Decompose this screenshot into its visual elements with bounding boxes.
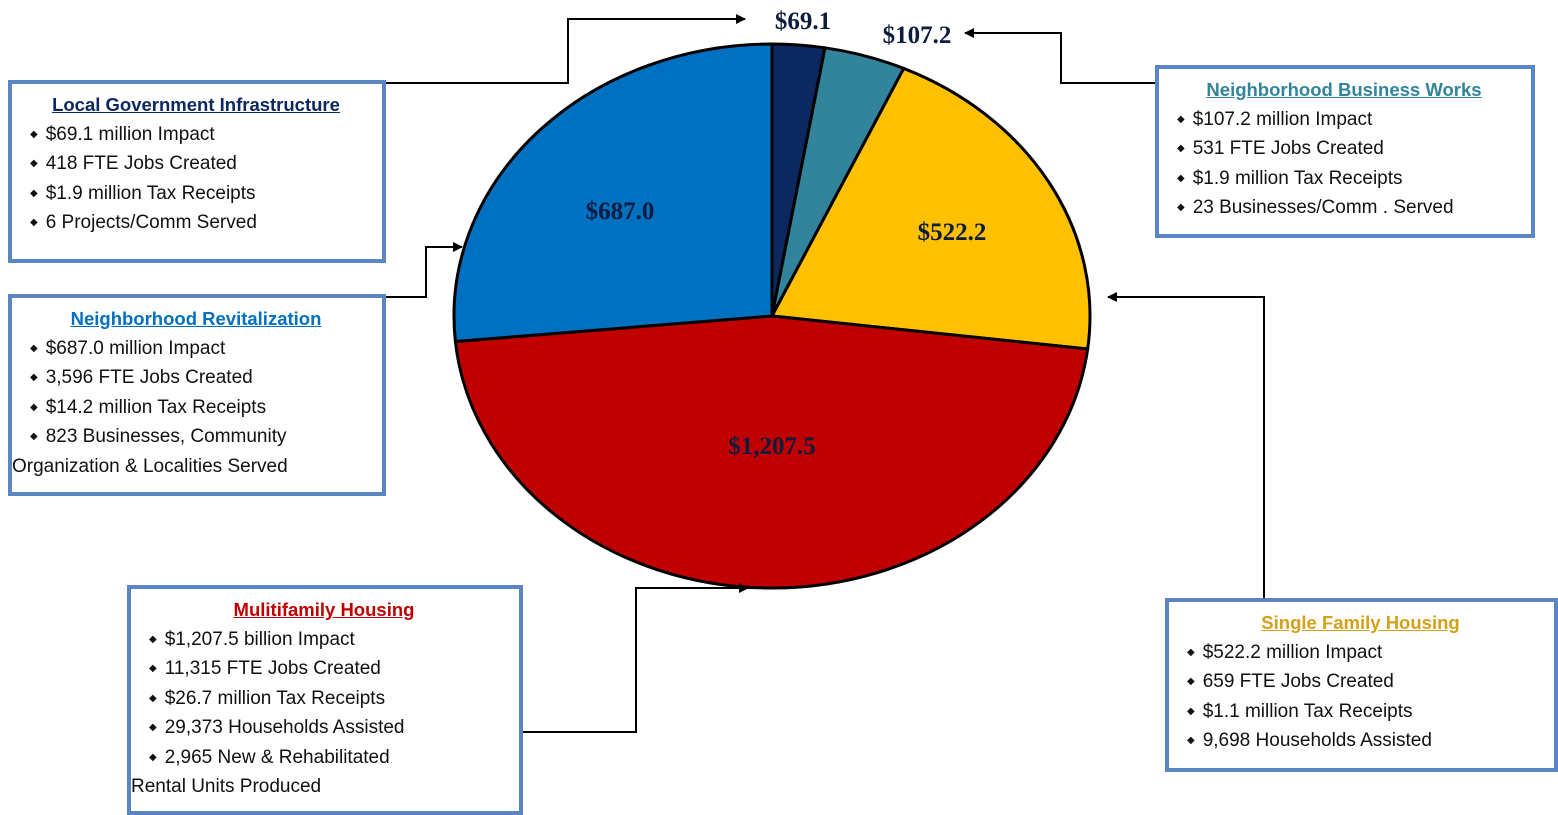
list-item: 823 Businesses, Community <box>30 422 372 452</box>
slice-label-local-government: $69.1 <box>775 8 831 35</box>
list-item-continuation: Organization & Localities Served <box>12 455 288 477</box>
list-item: $107.2 million Impact <box>1177 105 1521 135</box>
list-item: 29,373 Households Assisted <box>149 713 509 743</box>
slice-label-revitalization: $687.0 <box>586 198 655 225</box>
callout-revitalization: Neighborhood Revitalization $687.0 milli… <box>8 294 386 496</box>
list-item: $1.9 million Tax Receipts <box>1177 164 1521 194</box>
connector-revitalization <box>383 242 463 298</box>
list-item: 11,315 FTE Jobs Created <box>149 654 509 684</box>
connector-multifamily <box>520 583 749 733</box>
slice-label-multifamily: $1,207.5 <box>728 433 816 460</box>
callout-local-government: Local Government Infrastructure $69.1 mi… <box>8 80 386 263</box>
connector-business-works <box>964 28 1157 84</box>
list-item: 531 FTE Jobs Created <box>1177 134 1521 164</box>
callout-multifamily: Mulitifamily Housing $1,207.5 billion Im… <box>127 585 523 815</box>
list-item: $687.0 million Impact <box>30 334 372 364</box>
list-item: $1,207.5 billion Impact <box>149 625 509 655</box>
list-item: $1.1 million Tax Receipts <box>1187 697 1544 727</box>
list-item: $69.1 million Impact <box>30 120 372 150</box>
list-item: $1.9 million Tax Receipts <box>30 179 372 209</box>
callout-list: $69.1 million Impact 418 FTE Jobs Create… <box>30 120 372 238</box>
callout-title: Neighborhood Revitalization <box>70 308 322 329</box>
callout-title: Neighborhood Business Works <box>1206 79 1482 100</box>
callout-list: $107.2 million Impact 531 FTE Jobs Creat… <box>1177 105 1521 223</box>
callout-list: $687.0 million Impact 3,596 FTE Jobs Cre… <box>12 334 372 482</box>
connector-local-government <box>383 14 746 84</box>
list-item: $522.2 million Impact <box>1187 638 1544 668</box>
list-item: $26.7 million Tax Receipts <box>149 684 509 714</box>
list-item: 9,698 Households Assisted <box>1187 726 1544 756</box>
callout-business-works: Neighborhood Business Works $107.2 milli… <box>1155 65 1535 238</box>
callout-title: Local Government Infrastructure <box>52 94 340 115</box>
callout-title: Single Family Housing <box>1261 612 1460 633</box>
callout-single-family: Single Family Housing $522.2 million Imp… <box>1165 598 1558 772</box>
callout-title: Mulitifamily Housing <box>233 599 415 620</box>
list-item: 659 FTE Jobs Created <box>1187 667 1544 697</box>
list-item: 418 FTE Jobs Created <box>30 149 372 179</box>
slice-label-single-family: $522.2 <box>918 219 987 246</box>
list-item: 6 Projects/Comm Served <box>30 208 372 238</box>
connector-single-family <box>1107 292 1422 603</box>
list-item: 2,965 New & Rehabilitated <box>149 743 509 773</box>
list-item: 3,596 FTE Jobs Created <box>30 363 372 393</box>
slice-revitalization <box>452 42 774 343</box>
slice-multifamily <box>453 314 1090 590</box>
list-item-continuation: Rental Units Produced <box>131 776 322 797</box>
slice-label-business-works: $107.2 <box>883 22 952 49</box>
callout-list: $522.2 million Impact 659 FTE Jobs Creat… <box>1187 638 1544 756</box>
list-item: 23 Businesses/Comm . Served <box>1177 193 1521 223</box>
callout-list: $1,207.5 billion Impact 11,315 FTE Jobs … <box>131 625 509 802</box>
list-item: $14.2 million Tax Receipts <box>30 393 372 423</box>
slice-single-family <box>770 66 1092 351</box>
